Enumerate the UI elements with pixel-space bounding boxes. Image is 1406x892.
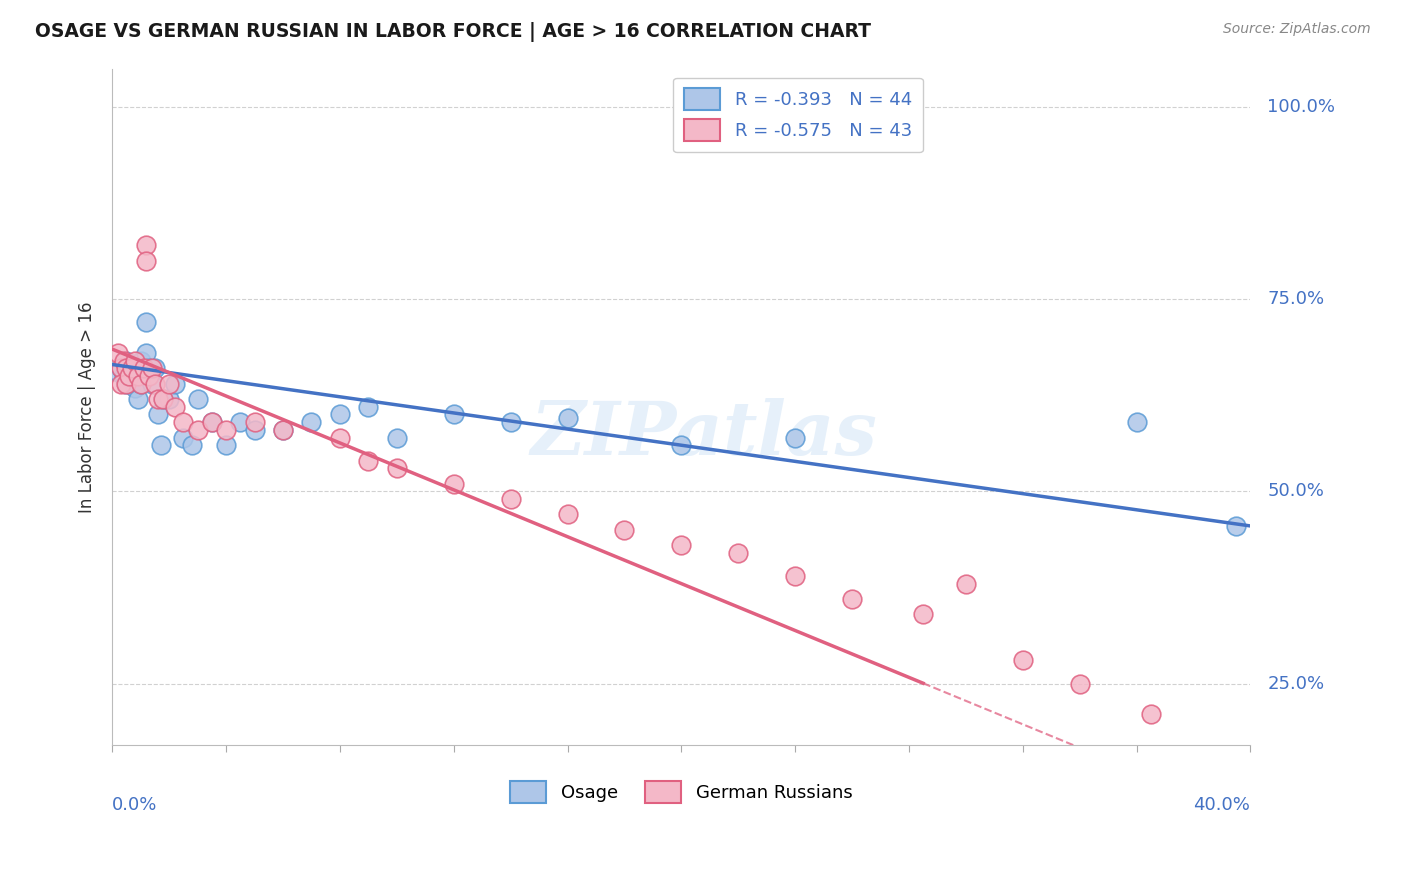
Text: 40.0%: 40.0%	[1194, 796, 1250, 814]
Point	[1011, 653, 1033, 667]
Point	[613, 523, 636, 537]
Point	[135, 346, 157, 360]
Point	[132, 361, 155, 376]
Point	[138, 369, 160, 384]
Point	[124, 353, 146, 368]
Text: 100.0%: 100.0%	[1267, 98, 1336, 116]
Point	[671, 538, 693, 552]
Point	[141, 376, 163, 391]
Point	[172, 415, 194, 429]
Point	[115, 376, 138, 391]
Point	[135, 315, 157, 329]
Point	[201, 415, 224, 429]
Point	[110, 361, 132, 376]
Point	[149, 438, 172, 452]
Text: Source: ZipAtlas.com: Source: ZipAtlas.com	[1223, 22, 1371, 37]
Point	[1140, 707, 1163, 722]
Point	[135, 253, 157, 268]
Text: 50.0%: 50.0%	[1267, 483, 1324, 500]
Point	[499, 415, 522, 429]
Point	[443, 476, 465, 491]
Point	[129, 361, 152, 376]
Point	[110, 361, 132, 376]
Point	[243, 423, 266, 437]
Point	[215, 438, 238, 452]
Point	[146, 392, 169, 406]
Point	[110, 376, 132, 391]
Point	[1069, 676, 1091, 690]
Point	[1125, 415, 1147, 429]
Point	[1225, 519, 1247, 533]
Point	[201, 415, 224, 429]
Point	[115, 376, 138, 391]
Point	[357, 453, 380, 467]
Point	[112, 353, 135, 368]
Point	[121, 358, 143, 372]
Point	[180, 438, 202, 452]
Point	[785, 569, 807, 583]
Point	[499, 491, 522, 506]
Point	[329, 408, 352, 422]
Point	[129, 376, 152, 391]
Text: OSAGE VS GERMAN RUSSIAN IN LABOR FORCE | AGE > 16 CORRELATION CHART: OSAGE VS GERMAN RUSSIAN IN LABOR FORCE |…	[35, 22, 872, 42]
Point	[121, 361, 143, 376]
Point	[271, 423, 294, 437]
Point	[121, 373, 143, 387]
Point	[127, 369, 149, 384]
Point	[912, 607, 935, 622]
Point	[172, 431, 194, 445]
Point	[124, 369, 146, 384]
Point	[129, 353, 152, 368]
Text: 25.0%: 25.0%	[1267, 674, 1324, 692]
Point	[107, 365, 129, 379]
Point	[187, 392, 209, 406]
Point	[163, 376, 186, 391]
Point	[671, 438, 693, 452]
Point	[243, 415, 266, 429]
Point	[299, 415, 322, 429]
Point	[215, 423, 238, 437]
Point	[157, 392, 180, 406]
Point	[143, 376, 166, 391]
Point	[118, 369, 141, 384]
Text: 0.0%: 0.0%	[112, 796, 157, 814]
Point	[557, 411, 579, 425]
Point	[118, 365, 141, 379]
Point	[115, 361, 138, 376]
Point	[229, 415, 252, 429]
Text: ZIPatlas: ZIPatlas	[530, 398, 877, 470]
Point	[152, 392, 174, 406]
Point	[955, 576, 977, 591]
Point	[557, 508, 579, 522]
Point	[152, 392, 174, 406]
Legend: Osage, German Russians: Osage, German Russians	[503, 774, 859, 811]
Point	[132, 361, 155, 376]
Point	[329, 431, 352, 445]
Point	[443, 408, 465, 422]
Point	[785, 431, 807, 445]
Point	[112, 369, 135, 384]
Point	[157, 376, 180, 391]
Point	[727, 546, 749, 560]
Point	[124, 380, 146, 394]
Point	[841, 592, 863, 607]
Point	[146, 408, 169, 422]
Point	[129, 376, 152, 391]
Point	[163, 400, 186, 414]
Text: 75.0%: 75.0%	[1267, 290, 1324, 308]
Point	[135, 238, 157, 252]
Point	[271, 423, 294, 437]
Point	[187, 423, 209, 437]
Point	[385, 431, 408, 445]
Point	[357, 400, 380, 414]
Point	[107, 346, 129, 360]
Point	[138, 361, 160, 376]
Point	[127, 392, 149, 406]
Point	[143, 361, 166, 376]
Point	[385, 461, 408, 475]
Point	[115, 353, 138, 368]
Y-axis label: In Labor Force | Age > 16: In Labor Force | Age > 16	[79, 301, 96, 513]
Point	[141, 361, 163, 376]
